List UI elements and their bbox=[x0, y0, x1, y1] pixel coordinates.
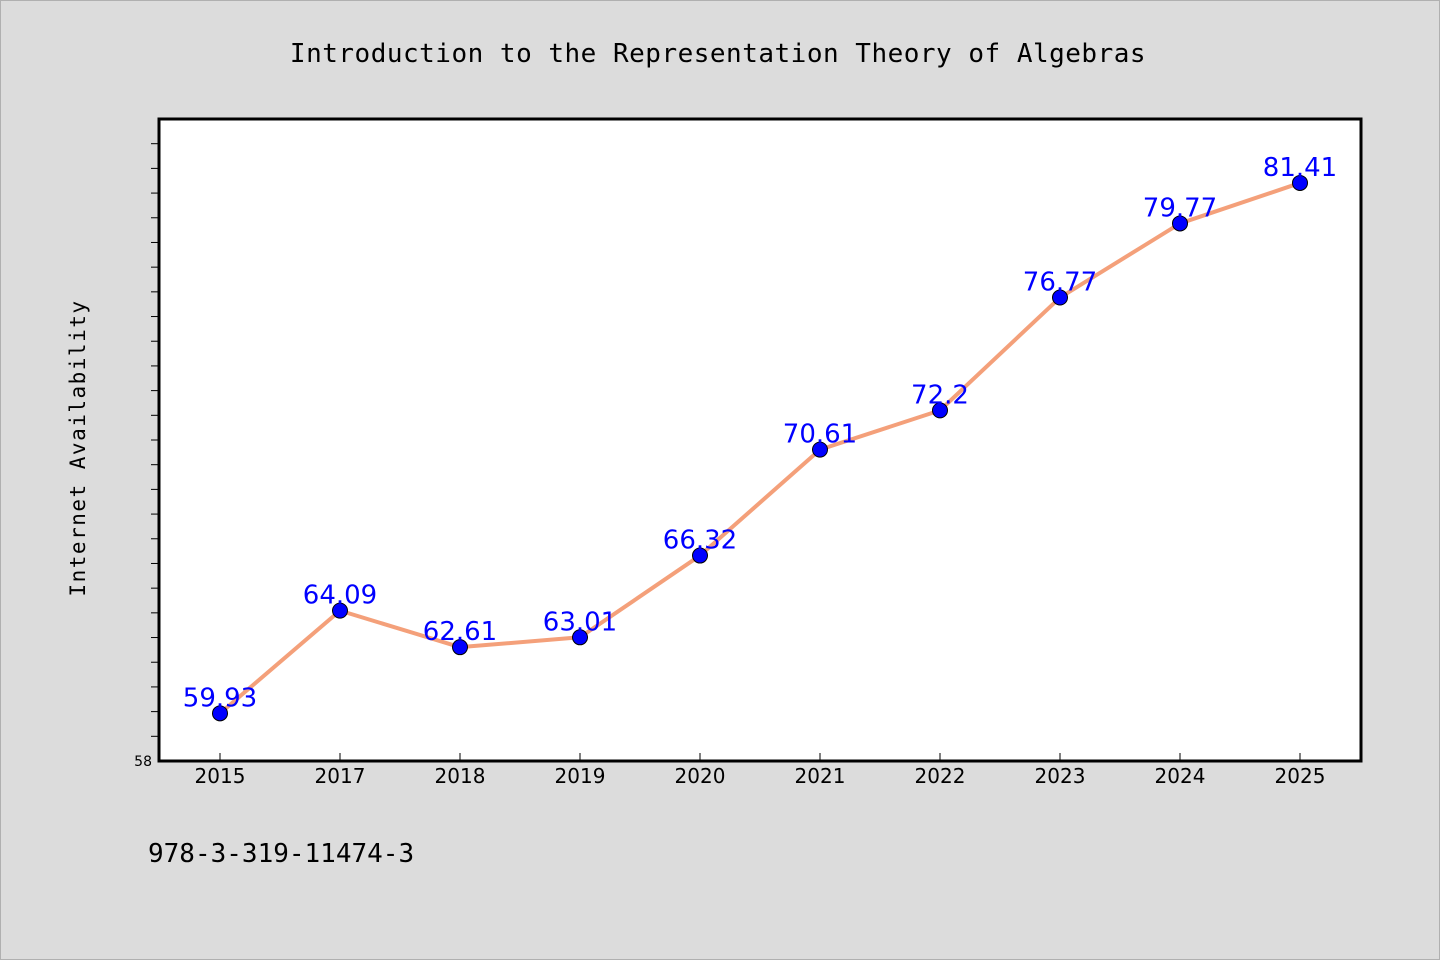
data-point bbox=[332, 602, 348, 619]
x-axis-ticks bbox=[219, 753, 1301, 761]
series-line bbox=[218, 181, 1301, 715]
x-tick-label: 2024 bbox=[1155, 764, 1206, 788]
chart-title: Introduction to the Representation Theor… bbox=[290, 39, 1146, 69]
data-label: 81.41 bbox=[1263, 153, 1337, 183]
data-point bbox=[692, 547, 708, 564]
data-label: 72.2 bbox=[911, 380, 969, 410]
data-markers bbox=[212, 174, 1308, 722]
x-tick-label: 2019 bbox=[555, 764, 606, 788]
data-label: 59.93 bbox=[183, 683, 257, 713]
data-point bbox=[1172, 215, 1188, 232]
x-tick-label: 2020 bbox=[675, 764, 726, 788]
data-point bbox=[812, 441, 828, 458]
data-label: 66.32 bbox=[663, 526, 737, 556]
data-label: 70.61 bbox=[783, 420, 857, 450]
isbn-text: 978-3-319-11474-3 bbox=[148, 839, 414, 869]
y-axis-ticks bbox=[151, 143, 159, 737]
data-point bbox=[1052, 289, 1068, 306]
x-tick-label: 2017 bbox=[315, 764, 366, 788]
data-point bbox=[452, 639, 468, 656]
data-point bbox=[572, 629, 588, 646]
y-axis-label: Internet Availability bbox=[66, 299, 90, 596]
x-tick-label: 2025 bbox=[1275, 764, 1326, 788]
x-tick-label: 2015 bbox=[195, 764, 246, 788]
data-label: 62.61 bbox=[423, 617, 497, 647]
x-tick-label: 2021 bbox=[795, 764, 846, 788]
data-point bbox=[932, 402, 948, 419]
data-label: 79.77 bbox=[1143, 193, 1217, 223]
x-tick-label: 2023 bbox=[1035, 764, 1086, 788]
data-label: 76.77 bbox=[1023, 268, 1097, 298]
data-label: 63.01 bbox=[543, 607, 617, 637]
plot-area bbox=[157, 117, 1363, 763]
x-tick-label: 2018 bbox=[435, 764, 486, 788]
data-point bbox=[1292, 174, 1308, 191]
data-labels: 59.93 64.09 62.61 63.01 66.32 70.61 72.2 76.77 7… bbox=[183, 153, 1337, 713]
y-tick-label-min: 58 bbox=[134, 754, 152, 770]
x-tick-label: 2022 bbox=[915, 764, 966, 788]
x-axis-labels: 2015 2017 2018 2019 2020 2021 2022 2023 2024 2025 bbox=[195, 764, 1326, 788]
data-point bbox=[212, 705, 228, 722]
data-label: 64.09 bbox=[303, 581, 377, 611]
